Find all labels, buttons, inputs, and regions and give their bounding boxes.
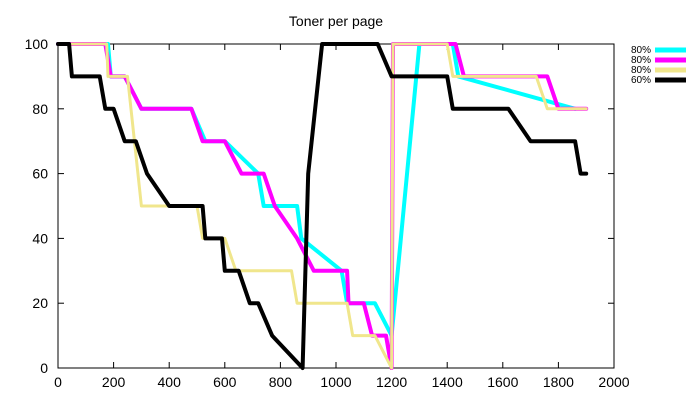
x-tick-label: 600 — [213, 374, 237, 390]
legend-label-3: 80% — [631, 65, 651, 76]
legend-label-2: 80% — [631, 55, 651, 66]
y-tick-label: 60 — [32, 166, 48, 182]
series-line-3 — [56, 42, 588, 370]
x-tick-label: 1400 — [432, 374, 463, 390]
axes: 0 200 400 600 800 1000 1200 1400 1600 1800 2000 0 20… — [25, 36, 630, 390]
y-tick-label: 20 — [32, 295, 48, 311]
chart-title: Toner per page — [289, 13, 383, 29]
y-tick-label: 40 — [32, 230, 48, 246]
series-line-4 — [56, 42, 589, 370]
series-lines — [56, 42, 589, 370]
x-tick-label: 1000 — [320, 374, 351, 390]
x-tick-label: 1800 — [543, 374, 574, 390]
legend-label-1: 80% — [631, 45, 651, 56]
x-tick-label: 0 — [54, 374, 62, 390]
legend: 80%80%80%60% — [631, 45, 686, 86]
x-tick-label: 200 — [102, 374, 126, 390]
legend-label-4: 60% — [631, 75, 651, 86]
y-tick-label: 80 — [32, 101, 48, 117]
y-tick-label: 100 — [25, 36, 49, 52]
x-tick-label: 800 — [269, 374, 293, 390]
x-tick-label: 2000 — [598, 374, 629, 390]
y-tick-label: 0 — [40, 360, 48, 376]
x-tick-label: 1600 — [487, 374, 518, 390]
x-tick-label: 400 — [158, 374, 182, 390]
x-tick-label: 1200 — [376, 374, 407, 390]
